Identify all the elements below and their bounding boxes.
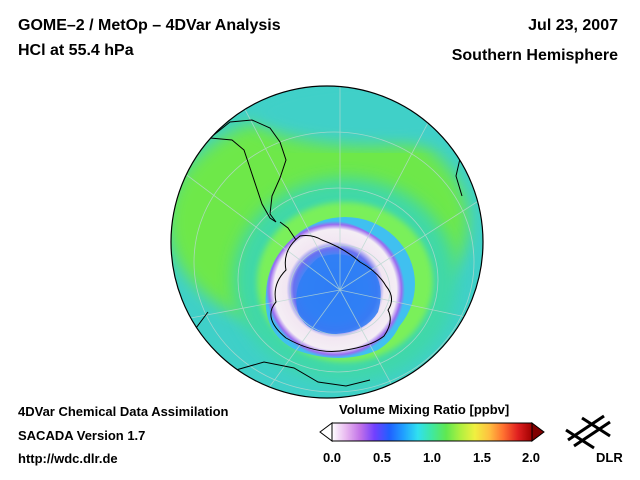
colorbar-tick-label: 1.5 (472, 450, 492, 465)
antarctica-coast (270, 235, 392, 352)
colorbar-gradient (331, 422, 533, 442)
region-label: Southern Hemisphere (451, 47, 618, 64)
vortex-core (296, 254, 381, 334)
subtitle: HCl at 55.4 hPa (18, 42, 134, 59)
colorbar (319, 422, 545, 442)
date-label: Jul 23, 2007 (528, 17, 618, 34)
footer-assimilation: 4DVar Chemical Data Assimilation (18, 404, 229, 419)
colorbar-tick-label: 2.0 (521, 450, 541, 465)
colorbar-tick-label: 0.5 (372, 450, 392, 465)
globe-outline (170, 85, 484, 399)
australia-coast (235, 361, 371, 387)
footer-version: SACADA Version 1.7 (18, 428, 146, 443)
colorbar-tick-label: 0.0 (322, 450, 342, 465)
dlr-logo-icon (565, 414, 611, 450)
colorbar-arrow-left (319, 422, 333, 442)
colorbar-title: Volume Mixing Ratio [ppbv] (339, 402, 510, 417)
colorbar-tick-label: 1.0 (422, 450, 442, 465)
title: GOME–2 / MetOp – 4DVar Analysis (18, 17, 281, 34)
coastlines (185, 103, 463, 387)
colorbar-arrow-right (531, 422, 545, 442)
footer-url: http://wdc.dlr.de (18, 451, 118, 466)
globe-map (170, 85, 484, 399)
antarctic-peninsula (279, 221, 297, 241)
south-america-coast (208, 119, 287, 223)
dlr-logo-label: DLR (596, 450, 623, 465)
graticule (179, 86, 481, 398)
north-teal-patch (250, 86, 483, 146)
